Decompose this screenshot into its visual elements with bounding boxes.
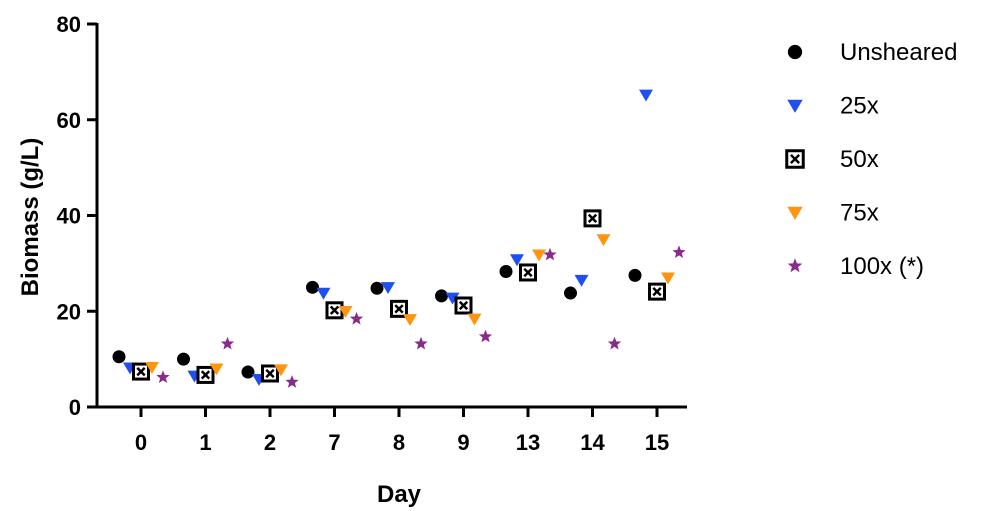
data-point-75x xyxy=(532,249,546,262)
legend-marker-75x xyxy=(787,206,803,220)
legend-label-100x: 100x (*) xyxy=(840,253,924,280)
data-point-unsheared xyxy=(435,289,448,303)
data-point-50x xyxy=(454,296,473,315)
data-point-50x xyxy=(325,301,344,320)
data-point-unsheared xyxy=(628,268,642,282)
data-point-75x xyxy=(209,363,224,376)
legend: Unsheared 25x 50x 75x 100x (*) xyxy=(785,39,957,280)
legend-marker-25x xyxy=(787,99,803,113)
y-axis-title: Biomass (g/L) xyxy=(17,138,44,297)
y-tick-label: 20 xyxy=(57,299,81,324)
x-tick-label: 8 xyxy=(393,430,405,455)
data-point-25x xyxy=(510,254,524,267)
x-tick-label: 15 xyxy=(645,430,669,455)
data-point-25x xyxy=(316,287,331,300)
x-tick-label: 7 xyxy=(328,430,340,455)
data-point-100x xyxy=(543,247,557,261)
y-tick-label: 0 xyxy=(69,395,81,420)
data-point-100x xyxy=(414,336,428,350)
y-tick-label: 40 xyxy=(57,204,81,229)
x-tick-label: 9 xyxy=(457,430,469,455)
data-point-100x xyxy=(607,336,622,350)
data-point-75x xyxy=(403,314,417,327)
data-point-unsheared xyxy=(306,280,319,294)
data-point-50x xyxy=(132,362,150,381)
data-point-50x xyxy=(519,263,537,282)
data-point-unsheared xyxy=(499,265,513,279)
data-point-25x xyxy=(381,282,395,294)
x-tick-label: 1 xyxy=(199,430,211,455)
data-point-100x xyxy=(672,245,686,259)
data-point-50x xyxy=(583,209,602,228)
legend-label-50x: 50x xyxy=(840,146,879,173)
data-point-unsheared xyxy=(370,281,384,295)
data-point-50x xyxy=(390,299,408,318)
data-point-100x xyxy=(156,370,170,383)
legend-marker-unsheared xyxy=(787,44,803,60)
data-point-75x xyxy=(661,272,675,285)
legend-label-25x: 25x xyxy=(840,93,879,120)
data-point-100x xyxy=(349,311,364,325)
data-point-100x xyxy=(220,336,235,350)
data-point-25x xyxy=(574,274,589,287)
plot-area xyxy=(112,89,686,388)
legend-marker-100x xyxy=(787,258,803,273)
data-point-25x xyxy=(445,292,460,305)
y-tick-label: 60 xyxy=(57,108,81,133)
x-tick-label: 2 xyxy=(264,430,276,455)
data-point-100x xyxy=(285,375,299,388)
data-point-75x xyxy=(467,313,482,326)
data-point-unsheared xyxy=(112,350,126,364)
data-point-75x xyxy=(145,362,159,374)
data-point-unsheared xyxy=(177,352,190,366)
x-axis-title: Day xyxy=(377,481,422,508)
legend-label-unsheared: Unsheared xyxy=(840,39,957,66)
legend-marker-50x xyxy=(785,149,805,169)
data-point-50x xyxy=(261,364,279,383)
data-point-75x xyxy=(274,364,288,377)
data-point-25x xyxy=(639,89,653,102)
data-point-50x xyxy=(196,365,215,384)
x-ticks: 0 1 2 7 8 9 13 14 15 xyxy=(135,407,669,455)
data-point-unsheared xyxy=(564,286,577,300)
x-tick-label: 13 xyxy=(516,430,540,455)
data-point-unsheared xyxy=(241,365,255,379)
data-point-50x xyxy=(648,282,666,301)
data-point-100x xyxy=(478,329,493,343)
data-point-75x xyxy=(338,306,353,318)
y-ticks: 0 20 40 60 80 xyxy=(57,12,97,420)
legend-label-75x: 75x xyxy=(840,200,879,227)
y-tick-label: 80 xyxy=(57,12,81,37)
data-point-75x xyxy=(596,234,611,247)
x-tick-label: 14 xyxy=(580,430,605,455)
x-tick-label: 0 xyxy=(135,430,147,455)
